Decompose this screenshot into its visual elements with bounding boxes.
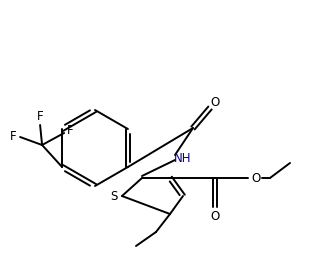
Text: F: F <box>67 125 73 138</box>
Text: O: O <box>251 172 261 185</box>
Text: S: S <box>110 191 118 204</box>
Text: O: O <box>210 210 220 222</box>
Text: NH: NH <box>174 152 192 164</box>
Text: F: F <box>37 111 44 123</box>
Text: O: O <box>210 97 220 109</box>
Text: F: F <box>10 131 16 144</box>
